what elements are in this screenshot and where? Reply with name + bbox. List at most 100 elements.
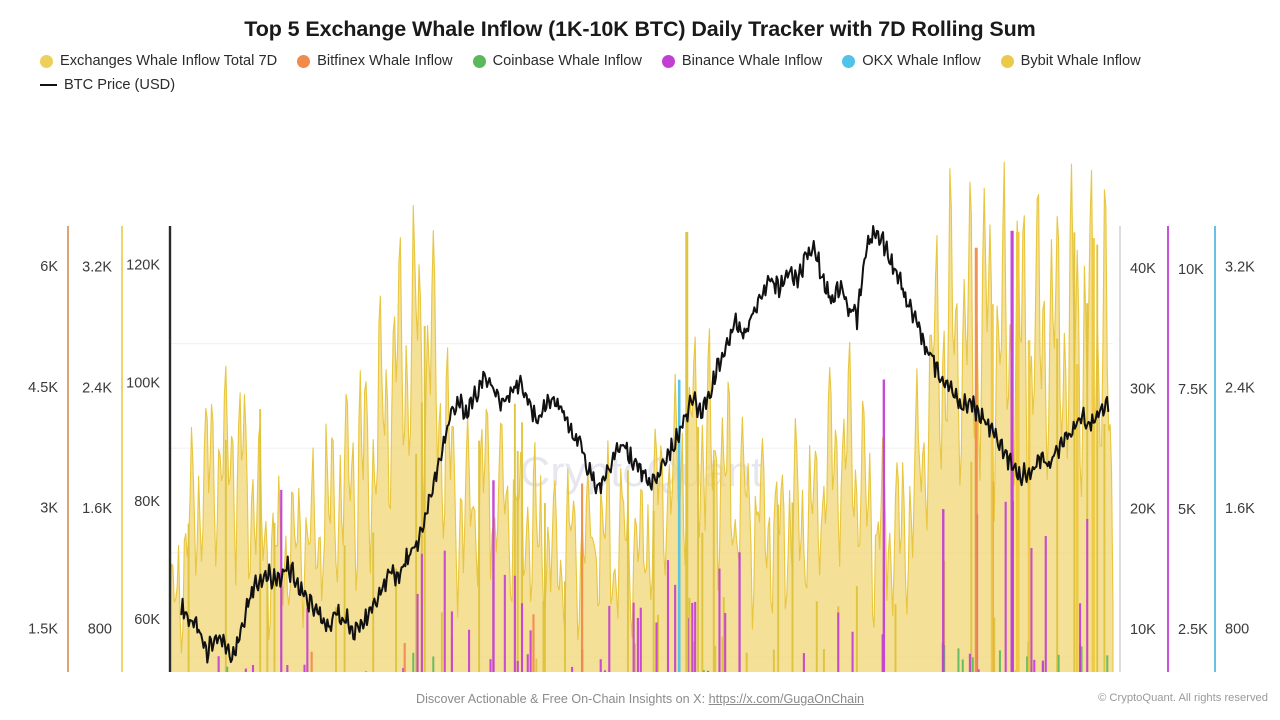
axis-tick-label: 4.5K [28, 380, 58, 396]
bar [626, 470, 629, 672]
bar [532, 614, 535, 672]
bar [855, 586, 858, 672]
bar [603, 670, 607, 672]
total-7d-spike [1027, 340, 1031, 672]
bar [1080, 646, 1083, 672]
axis-tick-label: 2.4K [82, 380, 112, 396]
bar [666, 560, 670, 672]
legend-item-bybit-whale-inflow[interactable]: Bybit Whale Inflow [1000, 52, 1141, 70]
bar [961, 659, 964, 672]
series-bybit-whale-inflow [187, 232, 1106, 672]
axis-total7d-axis: 010K20K30K40K [1119, 226, 1156, 672]
bar [701, 532, 704, 672]
bar [224, 439, 227, 672]
bar [420, 553, 423, 672]
bar [416, 593, 419, 672]
bar [674, 584, 677, 672]
chart-legend: Exchanges Whale Inflow Total 7D Bitfinex … [0, 42, 1280, 94]
bar [513, 403, 516, 672]
bar [266, 576, 269, 672]
axis-tick-label: 40K [1130, 261, 1156, 277]
axis-tick-label: 1.6K [1225, 501, 1255, 517]
bitfinex-peak-spike [974, 247, 978, 672]
chart-area: CryptoQuant01.5K3K4.5K6K08001.6K2.4K3.2K… [0, 94, 1280, 672]
bar [1079, 603, 1082, 672]
bar [634, 643, 637, 672]
axis-tick-label: 1.6K [82, 501, 112, 517]
legend-item-coinbase-whale-inflow[interactable]: Coinbase Whale Inflow [472, 52, 642, 70]
bar [691, 602, 694, 672]
legend-item-binance-whale-inflow[interactable]: Binance Whale Inflow [661, 52, 822, 70]
bar [1086, 303, 1089, 672]
guga-on-chain-link[interactable]: https://x.com/GugaOnChain [708, 692, 864, 706]
bar [993, 617, 996, 672]
axis-tick-label: 3.2K [82, 260, 112, 276]
bar [998, 650, 1001, 672]
binance-spike [492, 480, 495, 672]
bar [343, 545, 346, 672]
bar [365, 671, 368, 672]
legend-item-bitfinex-whale-inflow[interactable]: Bitfinex Whale Inflow [297, 52, 453, 70]
bar [450, 611, 453, 672]
bar [712, 460, 715, 672]
bitfinex-spike [580, 483, 584, 672]
axis-tick-label: 100K [126, 376, 160, 392]
bar [513, 575, 516, 672]
bar [692, 641, 695, 672]
bar [521, 422, 523, 672]
legend-item-btc-price-usd[interactable]: BTC Price (USD) [40, 76, 175, 94]
legend-dot-icon [842, 54, 856, 68]
bar [335, 607, 337, 672]
bar [1096, 244, 1099, 672]
bar [306, 607, 309, 672]
legend-item-label: OKX Whale Inflow [862, 53, 981, 69]
bar [286, 665, 289, 672]
axis-tick-label: 800 [1225, 621, 1249, 637]
bar [535, 658, 538, 672]
bar [402, 667, 405, 672]
bar [440, 612, 443, 672]
bar [1014, 670, 1017, 672]
axis-tick-label: 10K [1130, 622, 1156, 638]
bar [516, 660, 519, 672]
bar [970, 461, 973, 672]
axis-tick-label: 30K [1130, 381, 1156, 397]
bar [1030, 548, 1033, 672]
axis-tick-label: 3K [40, 501, 58, 517]
legend-item-label: Bitfinex Whale Inflow [317, 53, 453, 69]
bar [968, 653, 971, 672]
bar [724, 613, 727, 672]
bar [971, 657, 974, 672]
okx-peak-spike [677, 379, 681, 672]
bar [415, 453, 418, 672]
bar [636, 617, 639, 672]
bar [1086, 518, 1089, 672]
bar [244, 668, 247, 672]
bar [1106, 655, 1109, 672]
bar [608, 605, 611, 672]
bar [639, 607, 642, 672]
bar [443, 550, 446, 672]
bar [721, 636, 724, 672]
bar [851, 631, 854, 672]
bar [303, 664, 306, 672]
bar [310, 651, 313, 672]
legend-item-exchanges-whale-inflow-total-7d[interactable]: Exchanges Whale Inflow Total 7D [40, 52, 277, 70]
legend-item-okx-whale-inflow[interactable]: OKX Whale Inflow [842, 52, 981, 70]
bar [1041, 660, 1044, 672]
bar [412, 652, 415, 672]
bar [1056, 338, 1059, 672]
bar [881, 634, 884, 672]
series-bitfinex-whale-inflow [310, 614, 535, 672]
legend-dot-icon [40, 54, 53, 68]
axis-bybit-axis: 08001.6K2.4K3.2K [82, 226, 123, 672]
bar [652, 511, 655, 672]
bar [772, 649, 775, 672]
bar [702, 670, 705, 672]
bar [403, 643, 406, 672]
bar [563, 581, 566, 672]
axis-tick-label: 6K [40, 259, 58, 275]
bar [823, 649, 825, 672]
